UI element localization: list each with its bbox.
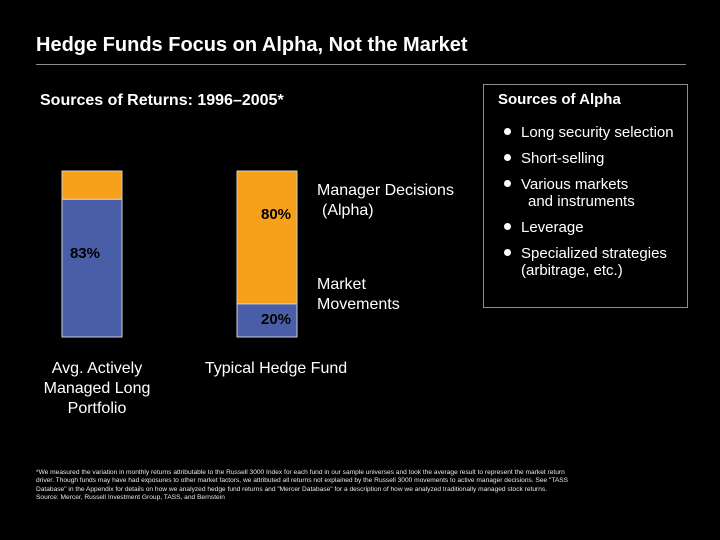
bullet-icon xyxy=(504,249,511,256)
category-label: Typical Hedge Fund xyxy=(205,360,347,377)
category-label: Avg. Actively xyxy=(52,360,142,377)
footnote: *We measured the variation in monthly re… xyxy=(36,469,688,503)
alpha-list-item: Various markets and instruments xyxy=(504,176,684,210)
bar-segment xyxy=(61,170,123,200)
alpha-list-item: Short-selling xyxy=(504,150,684,167)
bullet-icon xyxy=(504,154,511,161)
sources-of-alpha-panel: Sources of Alpha Long security selection… xyxy=(483,84,688,308)
sources-of-alpha-list: Long security selection Short-selling Vari… xyxy=(504,115,684,279)
value-label: 20% xyxy=(261,311,291,328)
alpha-list-item-text: Various markets xyxy=(521,176,629,193)
alpha-list-item-text: Short-selling xyxy=(521,150,605,167)
category-label: Portfolio xyxy=(68,400,127,417)
series-label: (Alpha) xyxy=(322,202,374,219)
footnote-line: Database" in the Appendix for details on… xyxy=(36,485,548,493)
sources-of-alpha-title: Sources of Alpha xyxy=(498,91,621,108)
series-label: Movements xyxy=(317,296,400,313)
value-label: 80% xyxy=(261,206,291,223)
alpha-list-item-text: and instruments xyxy=(528,193,635,210)
series-label: Market xyxy=(317,276,366,293)
series-label: Manager Decisions xyxy=(317,182,454,199)
footnote-line: *We measured the variation in monthly re… xyxy=(36,469,565,476)
alpha-list-item: Specialized strategies (arbitrage, etc.) xyxy=(504,245,684,279)
value-label: 83% xyxy=(70,245,100,262)
alpha-list-item-text: Specialized strategies xyxy=(521,245,667,262)
bullet-icon xyxy=(504,223,511,230)
slide-title: Hedge Funds Focus on Alpha, Not the Mark… xyxy=(36,34,468,56)
bar-segment xyxy=(236,303,298,338)
chart-title: Sources of Returns: 1996–2005* xyxy=(40,92,284,109)
value-label: 17% xyxy=(88,147,118,164)
footnote-line: Source: Mercer, Russell Investment Group… xyxy=(36,494,225,502)
footnote-line: driver. Though funds may have had exposu… xyxy=(36,477,569,485)
alpha-list-item: Long security selection xyxy=(504,124,684,141)
bar-segment xyxy=(61,198,123,338)
bar-segment xyxy=(236,170,298,305)
alpha-list-item: Leverage xyxy=(504,219,684,236)
alpha-list-item-text: Long security selection xyxy=(521,124,674,141)
alpha-list-item-text: (arbitrage, etc.) xyxy=(521,262,623,279)
category-label: Managed Long xyxy=(44,380,151,397)
alpha-list-item-text: Leverage xyxy=(521,219,584,236)
stacked-bar-chart: 83% 17% Avg. Actively Managed Long Portfolio… xyxy=(43,147,454,417)
title-divider xyxy=(36,64,686,65)
bullet-icon xyxy=(504,180,511,187)
bullet-icon xyxy=(504,128,511,135)
